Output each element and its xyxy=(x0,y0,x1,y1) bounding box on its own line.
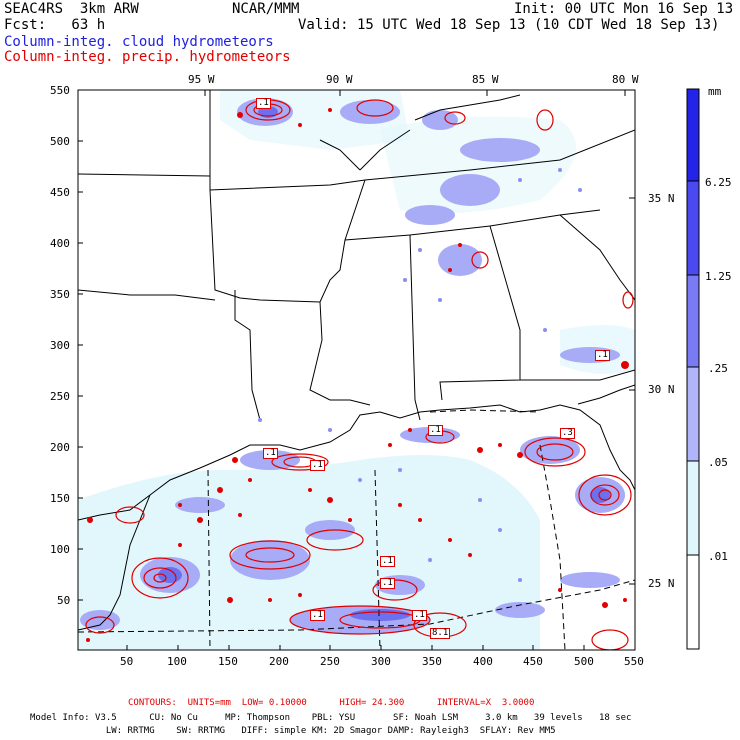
y-tick-label: 150 xyxy=(50,492,70,505)
y-tick-label: 450 xyxy=(50,186,70,199)
model-title: SEAC4RS 3km ARW xyxy=(4,1,139,17)
y-tick-label: 500 xyxy=(50,135,70,148)
init-time: Init: 00 UTC Mon 16 Sep 13 xyxy=(514,1,734,17)
x-tick-label: 200 xyxy=(269,655,289,668)
x-tick-label: 500 xyxy=(574,655,594,668)
y-tick-label: 550 xyxy=(50,84,70,97)
contour-label: .1 xyxy=(263,448,278,459)
lat-label: 25 N xyxy=(648,577,675,590)
legend-colorbar xyxy=(686,88,700,650)
precip-cells xyxy=(86,108,629,642)
contour-label: .1 xyxy=(595,350,610,361)
x-tick-label: 250 xyxy=(320,655,340,668)
model-info-line1: Model Info: V3.5 CU: No Cu MP: Thompson … xyxy=(30,713,632,723)
legend-unit: mm xyxy=(708,85,722,98)
legend-label: 6.25 xyxy=(705,176,732,189)
lat-label: 30 N xyxy=(648,383,675,396)
map-frame xyxy=(77,89,636,651)
contour-label: .1 xyxy=(412,610,427,621)
contour-label: 8.1 xyxy=(430,628,451,639)
x-tick-label: 100 xyxy=(167,655,187,668)
lon-label: 85 W xyxy=(472,73,499,86)
lon-label: 80 W xyxy=(612,73,639,86)
contour-label: .1 xyxy=(380,578,395,589)
lon-label: 95 W xyxy=(188,73,215,86)
legend-label: .25 xyxy=(708,362,728,375)
model-info-line2: LW: RRTMG SW: RRTMG DIFF: simple KM: 2D … xyxy=(30,726,556,736)
y-tick-label: 250 xyxy=(50,390,70,403)
legend-label: .05 xyxy=(708,456,728,469)
y-tick-label: 50 xyxy=(57,594,71,607)
field-precip-label: Column-integ. precip. hydrometeors xyxy=(4,49,291,65)
contour-label: .1 xyxy=(310,610,325,621)
source-label: NCAR/MMM xyxy=(232,1,300,17)
legend-label: 1.25 xyxy=(705,270,732,283)
x-tick-label: 350 xyxy=(422,655,442,668)
x-tick-label: 400 xyxy=(473,655,493,668)
state-boundaries xyxy=(78,90,635,631)
contour-label: .3 xyxy=(560,428,575,439)
legend-label: .01 xyxy=(708,550,728,563)
x-tick-label: 300 xyxy=(371,655,391,668)
y-tick-label: 100 xyxy=(50,543,70,556)
contour-label: .1 xyxy=(428,425,443,436)
contour-label: .1 xyxy=(310,460,325,471)
contour-label: .1 xyxy=(380,556,395,567)
y-tick-label: 350 xyxy=(50,288,70,301)
lat-label: 35 N xyxy=(648,192,675,205)
precip-contours xyxy=(85,99,634,650)
y-tick-label: 200 xyxy=(50,441,70,454)
valid-time: Valid: 15 UTC Wed 18 Sep 13 (10 CDT Wed … xyxy=(298,17,720,33)
contour-info: CONTOURS: UNITS=mm LOW= 0.10000 HIGH= 24… xyxy=(128,698,535,708)
x-tick-label: 50 xyxy=(120,655,134,668)
forecast-hour: Fcst: 63 h xyxy=(4,17,106,33)
field-cloud-label: Column-integ. cloud hydrometeors xyxy=(4,34,274,50)
x-tick-label: 550 xyxy=(624,655,644,668)
dashed-boundaries xyxy=(78,409,635,650)
x-tick-label: 150 xyxy=(218,655,238,668)
lon-label: 90 W xyxy=(326,73,353,86)
contour-label: .1 xyxy=(256,98,271,109)
y-tick-label: 400 xyxy=(50,237,70,250)
x-tick-label: 450 xyxy=(523,655,543,668)
y-tick-label: 300 xyxy=(50,339,70,352)
